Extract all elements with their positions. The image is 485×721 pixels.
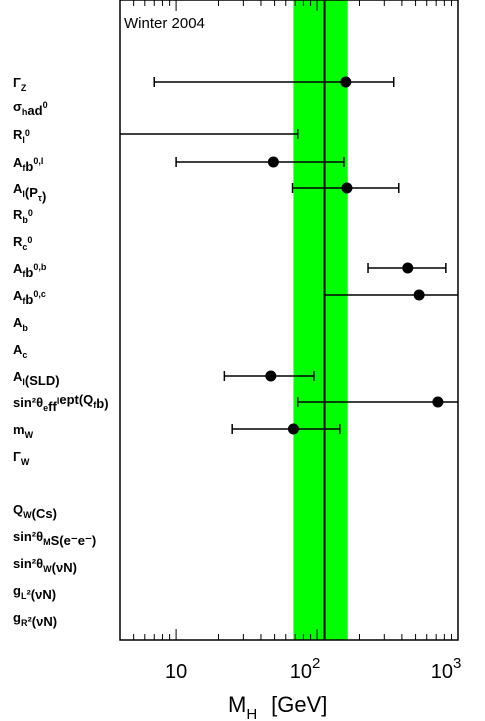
- label-segment: Z: [21, 83, 27, 93]
- label-segment: (SLD): [25, 373, 60, 388]
- x-tick-label-exponent: 2: [312, 655, 320, 672]
- label-segment: 0: [25, 128, 30, 138]
- data-point: [265, 371, 276, 382]
- label-segment: g: [13, 610, 21, 625]
- label-segment: ad: [27, 103, 42, 118]
- label-segment: 0: [28, 208, 33, 218]
- label-segment: b: [25, 292, 33, 307]
- label-segment: W: [25, 430, 34, 440]
- data-point: [414, 290, 425, 301]
- observable-label: ΓZ: [13, 75, 27, 93]
- observable-label: σhad0: [13, 99, 48, 118]
- mh-band: [293, 0, 347, 640]
- label-segment: c: [22, 350, 27, 360]
- label-segment: 0: [27, 235, 32, 245]
- observable-label: gR²(νN): [13, 610, 57, 629]
- label-segment: S(e⁻e⁻): [51, 533, 97, 548]
- data-point: [340, 77, 351, 88]
- data-marks: [120, 77, 458, 435]
- observable-label: QW(Cs): [13, 502, 57, 521]
- label-segment: b: [25, 159, 33, 174]
- label-segment: sin²θ: [13, 395, 43, 410]
- data-point: [402, 263, 413, 274]
- x-tick-label: 10: [165, 661, 187, 683]
- observable-label: ΓW: [13, 449, 30, 467]
- label-segment: Q: [13, 502, 23, 517]
- observable-labels: ΓZσhad0Rl0Afb0,lAl(Pτ)Rb0Rc0Afb0,bAfb0,c…: [13, 75, 109, 629]
- observable-label: mW: [13, 422, 34, 440]
- data-point: [268, 157, 279, 168]
- observable-label: Ab: [13, 315, 28, 333]
- label-segment: ept(Q: [59, 392, 93, 407]
- label-segment: (P: [25, 185, 38, 200]
- chart-title: Winter 2004: [124, 15, 205, 32]
- observable-label: Afb0,c: [13, 288, 46, 307]
- label-segment: m: [13, 422, 25, 437]
- x-axis-title-sub: H: [246, 706, 257, 721]
- label-segment: σ: [13, 99, 22, 114]
- observable-label: Ac: [13, 342, 27, 360]
- label-segment: sin²θ: [13, 529, 43, 544]
- label-segment: 0: [43, 100, 48, 110]
- observable-label: gL²(νN): [13, 583, 56, 602]
- label-segment: (νN): [52, 560, 77, 575]
- x-tick-label-exponent: 3: [453, 655, 461, 672]
- observable-label: Rb0: [13, 207, 33, 225]
- observable-label: sin²θW(νN): [13, 556, 77, 575]
- data-point: [432, 397, 443, 408]
- observable-label: Al(Pτ): [13, 181, 46, 204]
- x-tick-label-base: 10: [431, 661, 453, 683]
- x-tick-label-base: 10: [290, 661, 312, 683]
- observable-label: Afb0,l: [13, 155, 43, 174]
- label-segment: b: [25, 265, 33, 280]
- label-segment: Γ: [13, 75, 21, 90]
- observable-label: sin²θMS(e⁻e⁻): [13, 529, 96, 548]
- x-tick-label-base: 10: [165, 661, 187, 683]
- x-axis-ticks: [120, 0, 458, 640]
- data-point: [341, 183, 352, 194]
- label-segment: 0,c: [33, 289, 46, 299]
- x-tick-label: 102: [290, 655, 321, 683]
- x-tick-label: 103: [431, 655, 462, 683]
- observable-label: Afb0,b: [13, 261, 47, 280]
- label-segment: ²(νN): [27, 614, 57, 629]
- observable-label: Al(SLD): [13, 369, 60, 388]
- label-segment: b: [22, 323, 28, 333]
- x-axis-title: MH [GeV]: [228, 692, 327, 721]
- x-axis-title-m: M: [228, 692, 246, 717]
- label-segment: g: [13, 583, 21, 598]
- label-segment: Γ: [13, 449, 21, 464]
- observable-label: sin²θefflept(Qfb): [13, 392, 109, 414]
- label-segment: W: [21, 457, 30, 467]
- x-axis-tick-labels: 10 102 103: [165, 655, 461, 683]
- label-segment: (Cs): [32, 506, 57, 521]
- label-segment: ): [42, 189, 46, 204]
- data-point: [288, 424, 299, 435]
- label-segment: 0,b: [33, 262, 47, 272]
- x-axis-title-unit: [GeV]: [271, 692, 327, 717]
- observable-label: Rl0: [13, 127, 30, 145]
- label-segment: M: [43, 537, 51, 547]
- label-segment: ²(νN): [26, 587, 56, 602]
- label-segment: b): [96, 396, 108, 411]
- label-segment: sin²θ: [13, 556, 43, 571]
- label-segment: 0,l: [33, 156, 43, 166]
- observable-label: Rc0: [13, 234, 32, 252]
- plot-frame: [120, 0, 458, 640]
